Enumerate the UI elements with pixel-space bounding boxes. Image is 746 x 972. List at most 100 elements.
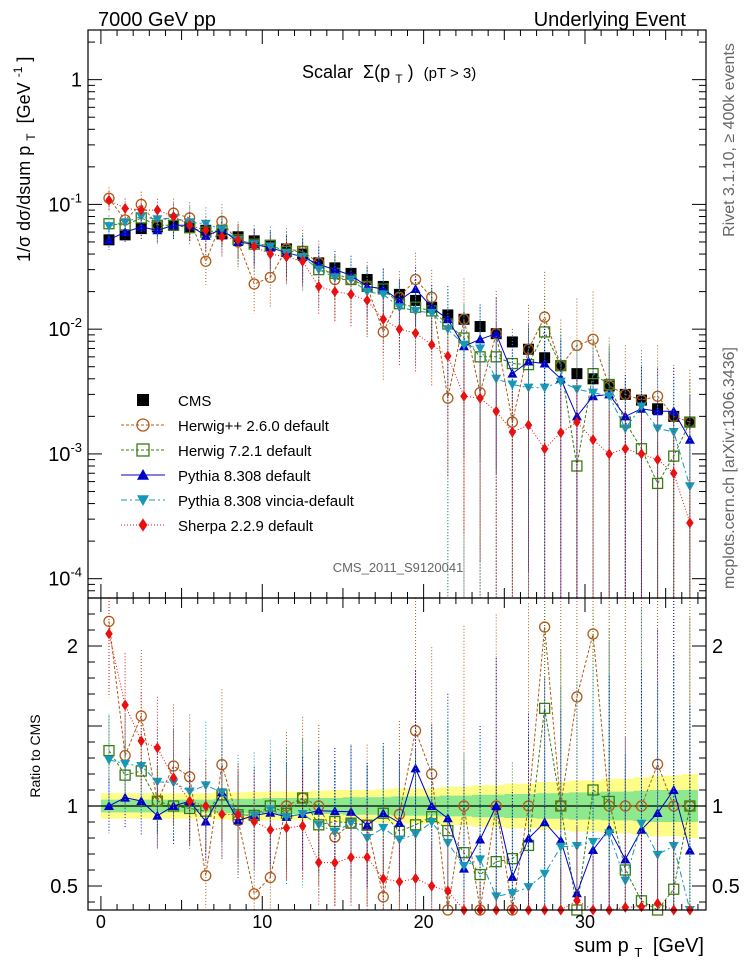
legend-label: Herwig++ 2.6.0 default	[178, 418, 330, 435]
ylabel-close: ]	[14, 57, 34, 62]
ratio-point	[491, 801, 502, 810]
legend-entry-0: CMS	[137, 393, 211, 410]
data-point	[202, 224, 210, 236]
data-point	[571, 385, 582, 395]
data-point	[491, 328, 502, 338]
ratio-point	[119, 769, 131, 781]
xlabel-sub: T	[634, 945, 642, 960]
data-point	[411, 327, 420, 339]
ratio-point	[250, 816, 258, 828]
data-point	[555, 377, 566, 387]
data-point	[378, 290, 389, 300]
ratio-point	[636, 819, 647, 829]
data-point	[539, 358, 550, 368]
ratio-plot: 0 10 20 30 0.5 0.5 1 1 2 2	[50, 30, 740, 932]
y-tick-exp: -3	[70, 440, 82, 455]
ratio-point	[185, 795, 194, 807]
ratio-point	[442, 838, 453, 848]
data-point	[571, 411, 582, 421]
data-point	[200, 219, 211, 229]
title-prefix: Scalar	[302, 62, 353, 82]
y-tick-base: 10	[48, 444, 70, 466]
xlabel-main: sum p	[574, 935, 628, 957]
data-point	[346, 275, 357, 285]
ratio-point	[653, 897, 662, 909]
data-point	[105, 194, 113, 206]
series-5	[105, 191, 694, 598]
ratio-point	[234, 809, 242, 821]
data-point	[605, 448, 613, 460]
ratio-point	[539, 817, 550, 827]
ratio-point	[475, 855, 486, 865]
y-tick-exp: -2	[70, 315, 82, 330]
ratio-point	[442, 813, 453, 823]
data-point	[604, 392, 615, 402]
data-point	[507, 368, 518, 378]
ratio-y-tick-label: 0.5	[50, 876, 78, 898]
ratio-point	[200, 870, 212, 882]
ratio-point	[426, 818, 437, 827]
data-point	[200, 255, 212, 267]
y-tick-base: 10	[48, 194, 70, 216]
ratio-point	[282, 822, 291, 834]
rivet-label: Rivet 3.1.10, ≥ 400k events	[721, 43, 738, 237]
plot-title: Scalar Σ(p T ) (pT > 3)	[302, 62, 476, 87]
data-point	[523, 356, 534, 366]
ratio-point	[684, 845, 695, 855]
data-point	[216, 225, 227, 235]
ratio-point	[411, 872, 420, 884]
ratio-point	[523, 833, 534, 843]
data-point	[329, 264, 340, 274]
ratio-point	[588, 845, 599, 854]
data-point	[234, 234, 242, 246]
data-point	[637, 448, 646, 460]
data-point	[250, 240, 258, 252]
data-point	[571, 368, 583, 380]
data-point	[539, 383, 550, 393]
legend-marker	[138, 518, 148, 532]
ratio-point	[313, 820, 324, 830]
y-tick-label: 10-2	[48, 315, 82, 341]
data-point	[573, 416, 581, 428]
ratio-xlabel: sum p T [GeV]	[574, 935, 704, 962]
y-tick-exp: -4	[70, 565, 82, 580]
ratio-point	[379, 873, 388, 885]
data-point	[314, 280, 323, 292]
data-point	[588, 388, 599, 398]
ratio-point	[120, 759, 131, 769]
legend-label: Pythia 8.308 default	[178, 468, 311, 485]
data-point	[523, 383, 534, 393]
y-tick-exp: -1	[70, 190, 82, 205]
data-point	[153, 204, 162, 216]
data-point	[169, 210, 178, 222]
ratio-point	[103, 744, 115, 757]
legend-label: CMS	[178, 393, 211, 410]
data-point	[379, 313, 388, 325]
data-point	[136, 212, 147, 222]
ratio-point	[329, 827, 340, 837]
data-point	[347, 288, 355, 300]
data-point	[137, 204, 145, 216]
ratio-point	[652, 850, 663, 860]
ratio-point	[136, 762, 147, 771]
ratio-point	[395, 876, 404, 888]
ratio-point	[573, 895, 581, 907]
ratio-point	[620, 854, 631, 864]
ratio-frame	[87, 597, 707, 911]
ratio-ylabel: Ratio to CMS	[27, 714, 43, 797]
ratio-point	[297, 810, 308, 819]
ratio-point	[539, 869, 550, 879]
legend-entry-1: Herwig++ 2.6.0 default	[121, 418, 330, 435]
title-cut: (pT > 3)	[424, 65, 477, 82]
legend-marker	[137, 394, 149, 406]
data-point	[410, 306, 421, 316]
data-point	[508, 426, 517, 438]
data-point	[426, 308, 437, 318]
ratio-point	[621, 901, 630, 913]
ratio-y-tick-label: 2	[67, 636, 78, 658]
data-point	[636, 402, 647, 412]
data-point	[652, 406, 663, 416]
ratio-point	[331, 857, 339, 869]
data-point	[589, 434, 597, 446]
